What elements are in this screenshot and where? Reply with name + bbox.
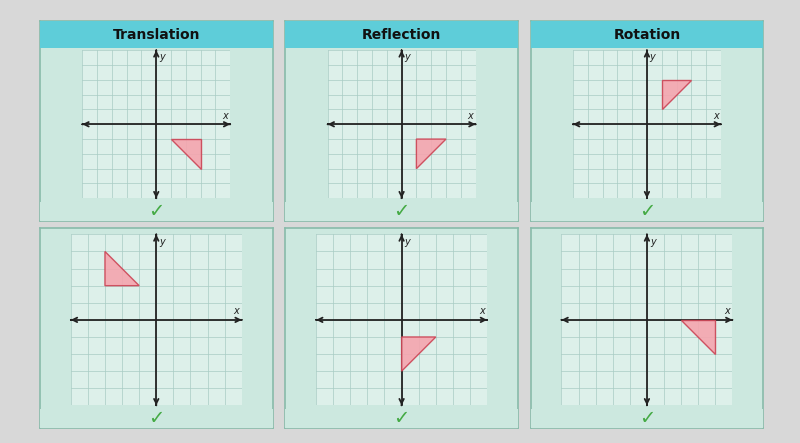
Text: x: x: [724, 306, 730, 316]
Text: y: y: [159, 237, 165, 247]
Text: x: x: [234, 306, 239, 316]
Polygon shape: [171, 139, 201, 169]
Text: ✓: ✓: [148, 202, 165, 221]
Polygon shape: [417, 139, 446, 169]
Text: ✓: ✓: [148, 409, 165, 428]
Text: Reflection: Reflection: [362, 28, 442, 42]
Text: ✓: ✓: [638, 409, 655, 428]
Text: Translation: Translation: [113, 28, 200, 42]
Text: Rotation: Rotation: [614, 28, 681, 42]
Text: y: y: [650, 237, 656, 247]
Text: x: x: [478, 306, 485, 316]
Text: x: x: [713, 111, 718, 121]
Text: y: y: [404, 52, 410, 62]
Text: y: y: [159, 52, 165, 62]
Text: ✓: ✓: [638, 202, 655, 221]
Text: y: y: [650, 52, 655, 62]
Text: ✓: ✓: [394, 409, 410, 428]
Polygon shape: [105, 252, 139, 286]
Polygon shape: [662, 80, 691, 109]
Text: x: x: [222, 111, 228, 121]
Text: ✓: ✓: [394, 202, 410, 221]
Text: x: x: [468, 111, 474, 121]
Polygon shape: [402, 337, 436, 371]
Text: y: y: [405, 237, 410, 247]
Polygon shape: [681, 320, 715, 354]
